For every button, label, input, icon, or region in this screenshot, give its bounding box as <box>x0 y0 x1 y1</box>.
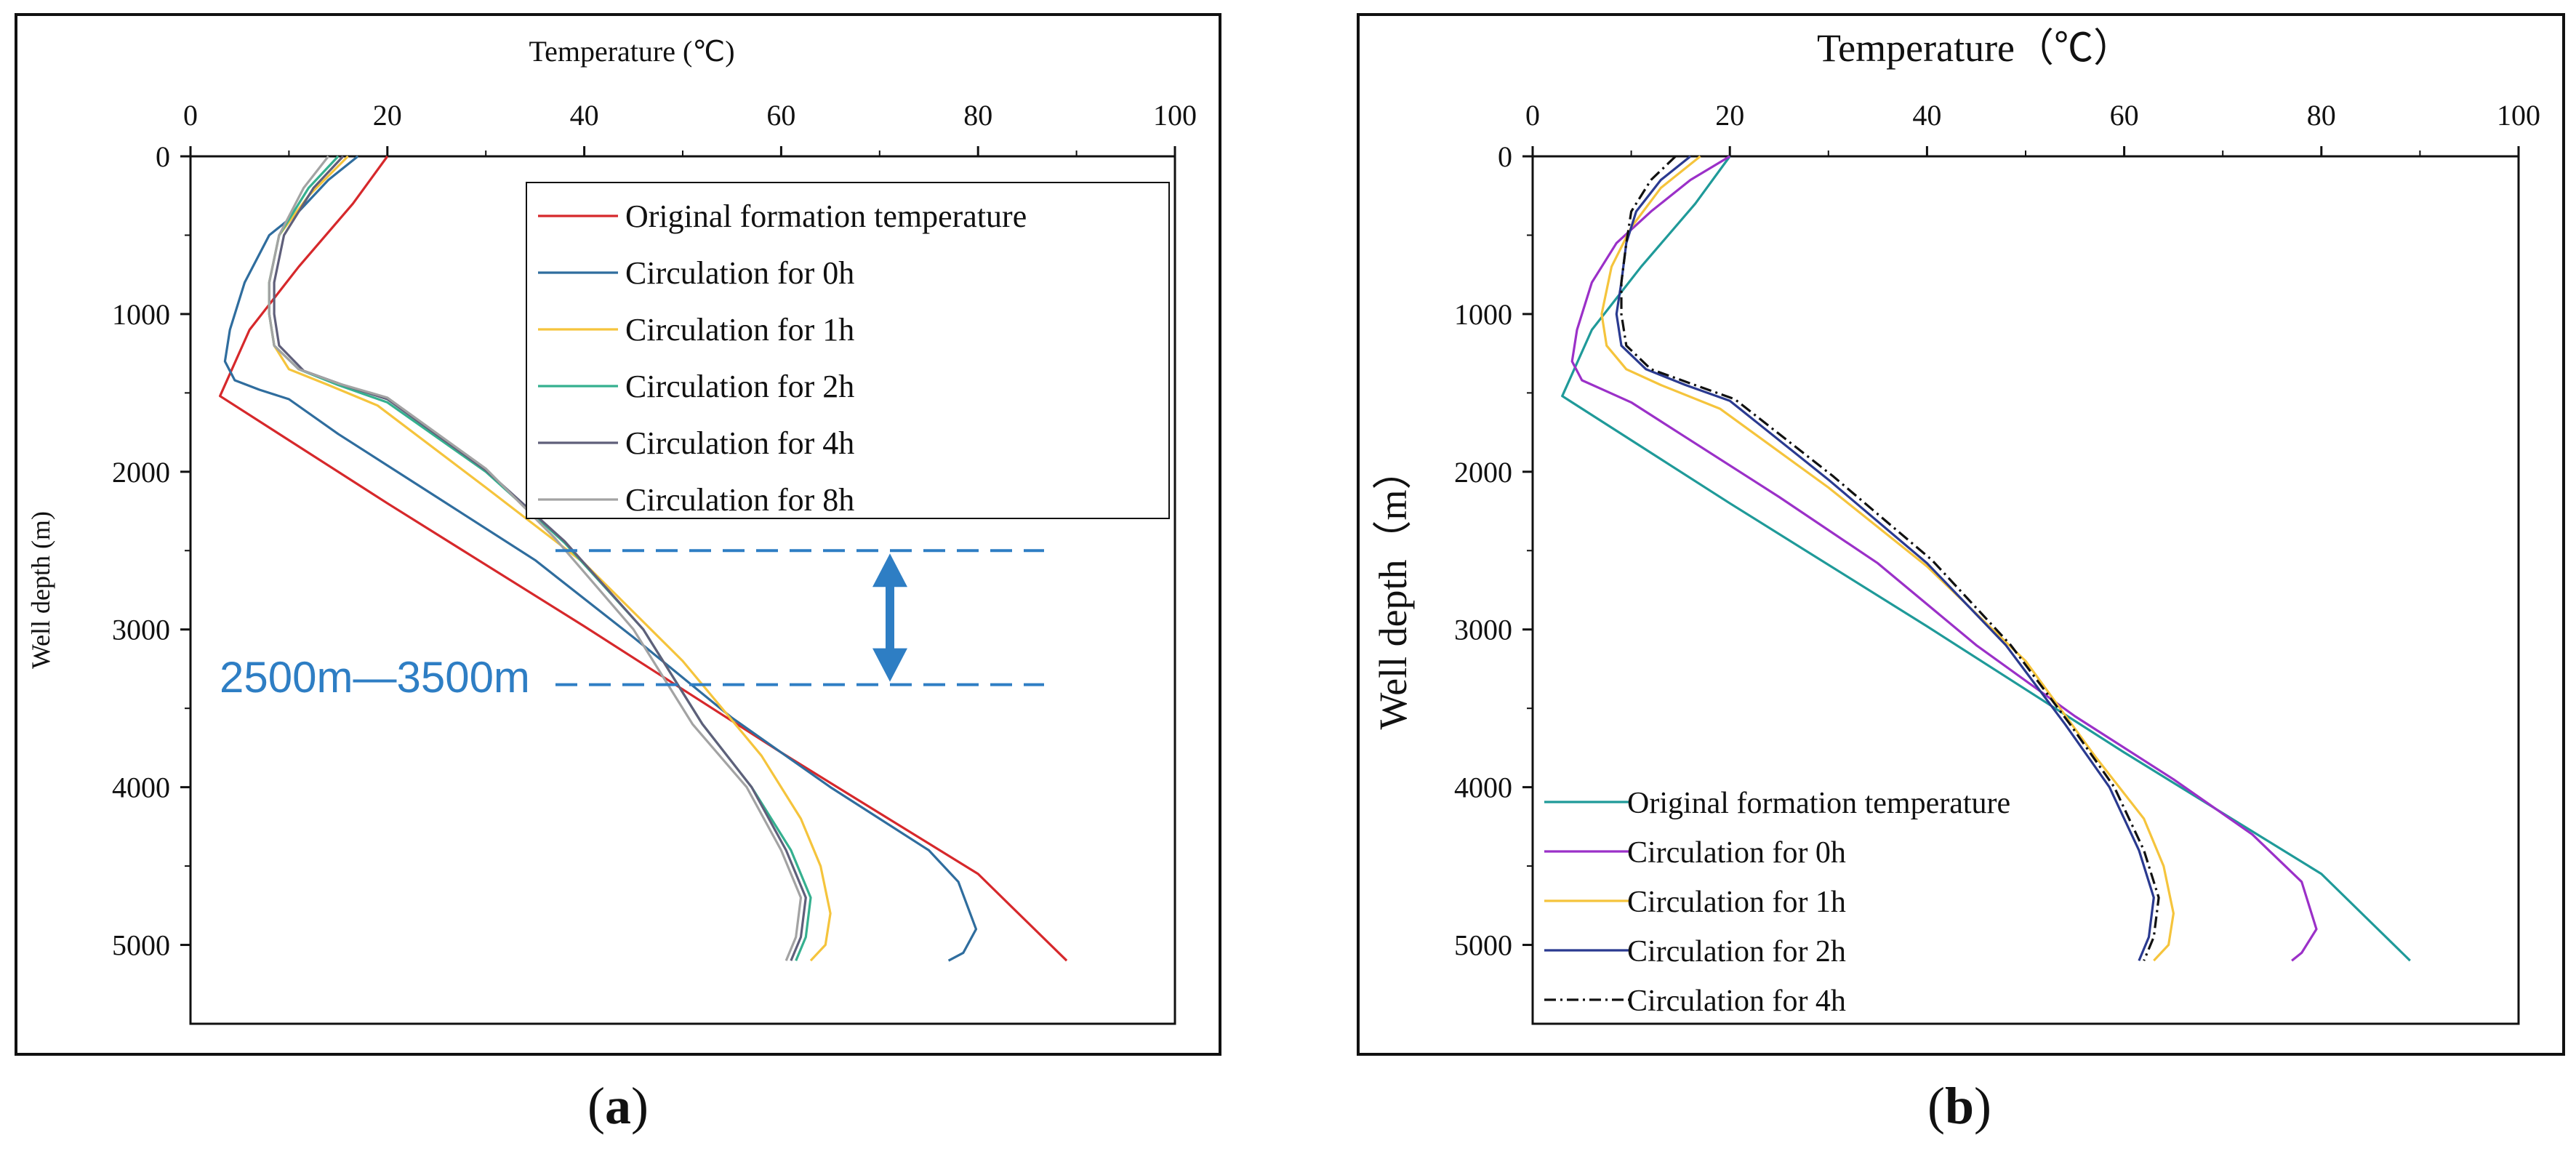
y-tick-label-a: 3000 <box>112 614 170 646</box>
y-tick-label-b: 0 <box>1498 140 1512 173</box>
x-tick-label-b: 100 <box>2497 99 2540 132</box>
x-tick-label-b: 40 <box>1912 99 1941 132</box>
x-tick-label-b: 60 <box>2110 99 2139 132</box>
legend-label-a-5: Circulation for 8h <box>625 482 854 518</box>
panel-label-b: (b) <box>1927 1077 1991 1135</box>
y-tick-label-b: 4000 <box>1454 771 1512 804</box>
legend-label-a-4: Circulation for 4h <box>625 425 854 461</box>
chart-a: 0 20 40 60 80 100010002000300040005000Tempera… <box>26 35 1197 1025</box>
x-tick-label-a: 20 <box>373 99 402 132</box>
x-tick-label-b: 0 <box>1525 99 1540 132</box>
y-axis-title-a: Well depth (m) <box>26 511 55 669</box>
y-tick-label-a: 4000 <box>112 771 170 804</box>
legend-label-b-4: Circulation for 4h <box>1627 984 1846 1018</box>
y-tick-label-b: 2000 <box>1454 456 1512 489</box>
series-line-b-1 <box>1570 155 2318 962</box>
legend-label-a-2: Circulation for 1h <box>625 312 854 348</box>
y-tick-label-a: 5000 <box>112 929 170 962</box>
y-tick-label-b: 1000 <box>1454 298 1512 331</box>
x-axis-title-a: Temperature (℃) <box>529 35 734 68</box>
chart-b: 0 20 40 60 80 100010002000300040005000Tempera… <box>1371 26 2540 1025</box>
legend-label-b-1: Circulation for 0h <box>1627 836 1846 870</box>
x-tick-label-a: 40 <box>570 99 599 132</box>
series-line-a-4 <box>273 155 807 961</box>
y-axis-title-b: Well depth（m） <box>1371 450 1415 729</box>
series-line-a-5 <box>268 156 803 961</box>
y-tick-label-a: 0 <box>156 140 170 173</box>
x-tick-label-a: 100 <box>1153 99 1197 132</box>
x-tick-label-a: 80 <box>963 99 992 132</box>
x-tick-label-b: 20 <box>1715 99 1744 132</box>
legend-label-a-3: Circulation for 2h <box>625 369 854 404</box>
series-line-a-1 <box>223 155 978 962</box>
legend-label-a-0: Original formation temperature <box>625 198 1027 234</box>
series-line-b-2 <box>1600 155 2175 962</box>
annotation-arrow-head-down <box>872 648 907 682</box>
legend-label-a-1: Circulation for 0h <box>625 255 854 291</box>
legend-label-b-3: Circulation for 2h <box>1627 935 1846 969</box>
legend-box-a <box>526 182 1170 519</box>
y-tick-label-b: 5000 <box>1454 929 1512 962</box>
legend-label-b-2: Circulation for 1h <box>1627 886 1846 919</box>
x-axis-title-b: Temperature（℃） <box>1817 26 2132 70</box>
series-line-b-3 <box>1615 155 2155 961</box>
y-tick-label-a: 2000 <box>112 456 170 489</box>
annotation-label: 2500m—3500m <box>220 653 530 702</box>
annotation-arrow-head-up <box>872 553 907 587</box>
panel-a-frame: 0 20 40 60 80 100 0 1000 2000 3000 4000 5000 Tempera… <box>15 13 1221 1056</box>
panel-b-frame: 0 20 40 60 80 100 0 1000 2000 3000 4000 5000 Tempera… <box>1357 13 2565 1056</box>
y-tick-label-a: 1000 <box>112 298 170 331</box>
panel-label-a: (a) <box>587 1077 649 1135</box>
x-tick-label-a: 0 <box>183 99 198 132</box>
legend-label-b-0: Original formation temperature <box>1627 787 2010 820</box>
x-tick-label-a: 60 <box>766 99 795 132</box>
y-tick-label-b: 3000 <box>1454 614 1512 646</box>
x-tick-label-b: 80 <box>2307 99 2336 132</box>
series-line-a-0 <box>219 156 1068 962</box>
